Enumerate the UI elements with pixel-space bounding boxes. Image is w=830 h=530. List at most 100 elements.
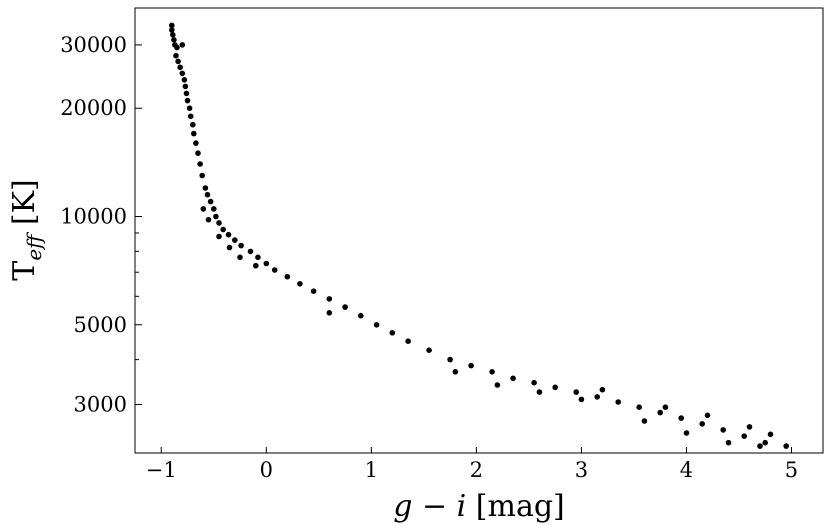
data-point — [190, 121, 196, 128]
data-point — [552, 384, 558, 391]
y-axis-ticks: 3000 5000 10000 20000 30000 — [60, 33, 142, 417]
x-tick-label: −1 — [146, 458, 177, 482]
data-point — [171, 37, 177, 43]
data-point — [204, 191, 211, 198]
data-point — [174, 44, 180, 51]
data-point — [191, 130, 197, 137]
x-axis-title-unit: [mag] — [466, 489, 564, 524]
data-point — [662, 404, 669, 411]
data-point — [170, 32, 176, 38]
x-axis-title-italic: g − i — [393, 489, 466, 524]
data-point — [704, 412, 711, 419]
x-tick-label: 4 — [680, 458, 693, 482]
data-point — [200, 206, 207, 212]
data-point — [186, 105, 193, 111]
data-point — [720, 427, 726, 433]
data-point — [253, 262, 259, 269]
data-point — [225, 231, 232, 238]
data-point — [683, 430, 690, 436]
data-point — [184, 97, 191, 104]
data-point — [199, 172, 205, 179]
data-point — [741, 433, 747, 440]
data-point — [757, 443, 763, 449]
data-point — [255, 254, 261, 261]
data-point — [207, 198, 214, 205]
plot-area — [134, 7, 824, 454]
data-point — [179, 70, 186, 77]
x-tick-label: 1 — [365, 458, 378, 482]
data-point — [177, 64, 183, 71]
data-point — [358, 312, 364, 319]
data-point — [746, 424, 753, 430]
data-point — [783, 443, 789, 449]
data-point — [725, 439, 732, 446]
x-tick-label: 0 — [260, 458, 273, 482]
data-point — [169, 22, 175, 29]
data-point — [271, 267, 278, 273]
data-point — [179, 42, 186, 48]
data-point — [373, 322, 380, 328]
data-point — [326, 310, 333, 316]
y-axis-title: Teff [K] — [7, 179, 46, 280]
data-point — [181, 77, 188, 83]
data-point — [216, 220, 222, 226]
data-point — [182, 83, 189, 90]
y-tick-label: 3000 — [74, 393, 127, 417]
data-point — [641, 418, 648, 424]
data-point — [405, 338, 411, 345]
y-axis-title-main: T — [7, 261, 42, 281]
data-point — [494, 382, 501, 388]
data-point — [452, 369, 459, 375]
data-point — [220, 226, 226, 233]
data-point — [489, 369, 495, 375]
data-point — [238, 242, 244, 249]
data-point — [447, 356, 453, 363]
data-point — [213, 213, 219, 220]
data-point — [310, 288, 317, 295]
data-point — [193, 140, 199, 146]
data-point — [237, 254, 243, 261]
y-axis-title-unit: [K] — [7, 179, 42, 234]
data-point — [599, 386, 606, 393]
data-point — [342, 304, 348, 310]
y-tick-label: 5000 — [74, 313, 127, 337]
data-point — [173, 52, 179, 59]
data-point — [510, 375, 516, 382]
x-tick-label: 5 — [785, 458, 798, 482]
data-point — [762, 439, 768, 446]
data-point — [263, 260, 270, 267]
data-point — [578, 396, 585, 403]
data-point — [226, 244, 233, 251]
y-tick-label: 30000 — [60, 33, 127, 57]
y-axis-title-sub: eff — [22, 231, 46, 261]
data-point — [657, 409, 663, 416]
x-axis-ticks: −1 0 1 2 3 4 5 — [146, 447, 798, 482]
y-tick-label: 10000 — [60, 205, 127, 229]
x-tick-label: 2 — [470, 458, 483, 482]
scatter-points — [169, 22, 789, 449]
data-point — [247, 248, 254, 255]
data-point — [531, 379, 537, 386]
data-point — [767, 431, 774, 438]
x-axis-title: g − i [mag] — [393, 489, 565, 524]
data-point — [232, 237, 238, 243]
data-point — [284, 273, 291, 280]
data-point — [187, 113, 194, 120]
data-point — [536, 389, 543, 395]
data-point — [297, 281, 303, 287]
data-point — [468, 362, 474, 369]
data-point — [169, 27, 175, 33]
data-point — [205, 216, 212, 223]
data-point — [197, 161, 203, 167]
data-point — [678, 415, 684, 421]
data-point — [211, 206, 217, 212]
data-point — [426, 347, 432, 354]
data-point — [573, 389, 579, 395]
x-tick-label: 3 — [575, 458, 588, 482]
data-point — [183, 90, 190, 97]
data-point — [202, 185, 209, 191]
data-point — [175, 58, 181, 65]
data-point — [326, 296, 333, 302]
data-point — [389, 330, 396, 336]
